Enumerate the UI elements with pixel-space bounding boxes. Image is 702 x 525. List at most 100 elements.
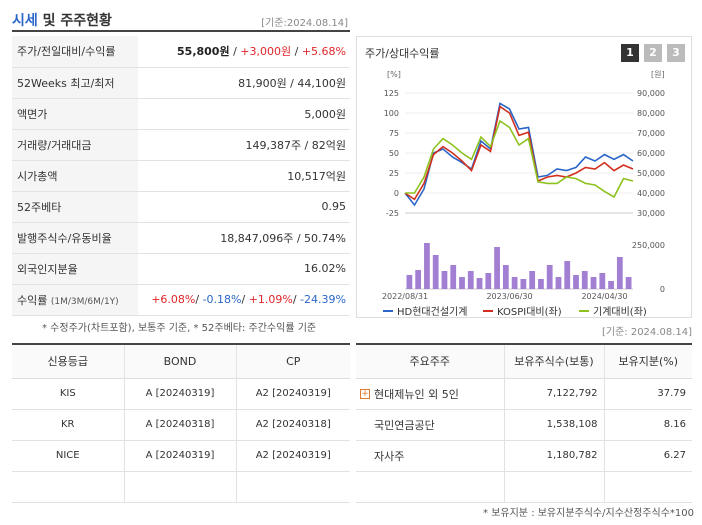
info-row-mktcap: 시가총액 10,517억원 (12, 160, 350, 192)
right-tick-label: 70,000 (637, 129, 665, 138)
beta-label: 52주베타 (12, 191, 138, 223)
holder-pct: 6.27 (603, 440, 692, 472)
volume-bar (581, 271, 588, 289)
holders-col-name: 주요주주 (356, 343, 504, 379)
series-line (404, 102, 634, 207)
par-label: 액면가 (12, 98, 138, 130)
holder-name[interactable]: + 현대제뉴인 외 5인 (356, 378, 504, 410)
table-row-empty (356, 471, 692, 503)
right-unit: [원] (651, 70, 665, 79)
right-tick-label: 40,000 (637, 189, 665, 198)
volume-bar (573, 275, 579, 289)
legend-label: KOSPI대비(좌) (497, 306, 562, 317)
empty-cell (603, 471, 692, 503)
volume-bar (538, 279, 544, 289)
volume-label: 거래량/거래대금 (12, 129, 138, 161)
beta-value: 0.95 (138, 191, 350, 223)
left-tick-label: 75 (389, 129, 399, 138)
section-header: 시세 및 주주현황 [기준:2024.08.14] (12, 10, 350, 32)
left-tick-label: 100 (384, 109, 399, 118)
left-tick-label: -25 (386, 209, 399, 218)
table-row: KR A [20240318] A2 [20240318] (12, 409, 350, 441)
info-row-shares: 발행주식수/유동비율 18,847,096주 / 50.74% (12, 222, 350, 254)
info-row-52weeks: 52Weeks 최고/최저 81,900원 / 44,100원 (12, 67, 350, 99)
x-tick-label: 2024/04/30 (581, 292, 627, 301)
volume-bar (441, 271, 448, 289)
holder-shares: 7,122,792 (503, 378, 604, 410)
empty-cell (503, 471, 604, 503)
table-row: NICE A [20240319] A2 [20240319] (12, 440, 350, 472)
chart-page-2[interactable]: 2 (644, 44, 662, 62)
credit-rating-table: 신용등급 BOND CP KIS A [20240319] A2 [202403… (12, 343, 350, 503)
left-unit: [%] (387, 70, 401, 79)
volume-bar (502, 265, 509, 289)
left-tick-label: 25 (389, 169, 399, 178)
info-row-price: 주가/전일대비/수익률 55,800원 / +3,000원 / +5.68% (12, 36, 350, 68)
holders-footnote: * 보유지분 : 보유지분주식수/지수산정주식수*100 (483, 508, 694, 519)
volume-bar (459, 277, 465, 289)
par-value: 5,000원 (138, 98, 350, 130)
series-line (405, 119, 634, 199)
volume-bar (520, 279, 527, 289)
volume-bar (511, 277, 518, 289)
table-row-empty (12, 471, 350, 503)
x-tick-label: 2023/06/30 (486, 292, 532, 301)
holder-shares: 1,180,782 (503, 440, 604, 472)
credit-col-agency: 신용등급 (12, 343, 124, 379)
table-row: 자사주 1,180,782 6.27 (356, 440, 692, 472)
chart-page-1[interactable]: 1 (621, 44, 639, 62)
volume-bar (494, 247, 500, 289)
volume-tick-label: 0 (660, 285, 665, 294)
holders-col-pct: 보유지분(%) (603, 343, 692, 379)
right-tick-label: 30,000 (637, 209, 665, 218)
volume-bar (616, 257, 623, 289)
shares-value: 18,847,096주 / 50.74% (138, 222, 350, 254)
return-value: +6.08%/ -0.18%/ +1.09%/ -24.39% (138, 284, 350, 316)
volume-bar (476, 278, 483, 289)
info-row-beta: 52주베타 0.95 (12, 191, 350, 223)
holders-base-date: [기준: 2024.08.14] (601, 327, 692, 338)
volume-bar (432, 255, 439, 289)
volume-bar (555, 277, 562, 289)
volume-bar (546, 265, 553, 289)
info-row-par: 액면가 5,000원 (12, 98, 350, 130)
chart-title: 주가/상대수익률 (365, 47, 440, 60)
credit-bond: A [20240318] (123, 409, 236, 441)
volume-bar (450, 265, 457, 289)
info-row-return: 수익률 (1M/3M/6M/1Y) +6.08%/ -0.18%/ +1.09%… (12, 284, 350, 316)
info-row-volume: 거래량/거래대금 149,387주 / 82억원 (12, 129, 350, 161)
credit-agency: KIS (12, 378, 124, 410)
holder-name: 국민연금공단 (356, 409, 504, 441)
credit-col-bond: BOND (123, 343, 236, 379)
empty-cell (12, 471, 124, 503)
holder-pct: 8.16 (603, 409, 692, 441)
shares-label: 발행주식수/유동비율 (12, 222, 138, 254)
foreign-label: 외국인지분율 (12, 253, 138, 285)
relative-return-chart: [%] [원] 125 90,000 100 80,000 75 70,000 50 60,0… (382, 70, 665, 317)
credit-col-cp: CP (235, 343, 350, 379)
week52-value: 81,900원 / 44,100원 (138, 67, 350, 99)
left-tick-label: 0 (394, 189, 399, 198)
chart-panel: 주가/상대수익률 1 2 3 [%] [원] 125 90,000 100 80,00… (356, 36, 692, 318)
volume-bar (608, 281, 614, 289)
credit-cp: A2 [20240318] (235, 409, 350, 441)
series-line (404, 105, 634, 201)
table-row: 국민연금공단 1,538,108 8.16 (356, 409, 692, 441)
empty-cell (356, 471, 504, 503)
holder-name: 자사주 (356, 440, 504, 472)
mktcap-label: 시가총액 (12, 160, 138, 192)
holders-col-shares: 보유주식수(보통) (503, 343, 604, 379)
price-info-table: 주가/전일대비/수익률 55,800원 / +3,000원 / +5.68% 5… (12, 36, 350, 316)
return-label: 수익률 (1M/3M/6M/1Y) (12, 284, 138, 316)
holder-pct: 37.79 (603, 378, 692, 410)
credit-header-row: 신용등급 BOND CP (12, 343, 350, 379)
major-holders-table: 주요주주 보유주식수(보통) 보유지분(%) + 현대제뉴인 외 5인 7,122… (356, 343, 692, 503)
chart-page-3[interactable]: 3 (667, 44, 685, 62)
week52-label: 52Weeks 최고/최저 (12, 67, 138, 99)
volume-value: 149,387주 / 82억원 (138, 129, 350, 161)
price-label: 주가/전일대비/수익률 (12, 36, 138, 68)
expand-plus-icon[interactable]: + (360, 388, 370, 399)
price-value: 55,800원 / +3,000원 / +5.68% (138, 36, 350, 68)
info-row-foreign: 외국인지분율 16.02% (12, 253, 350, 285)
credit-bond: A [20240319] (123, 378, 236, 410)
